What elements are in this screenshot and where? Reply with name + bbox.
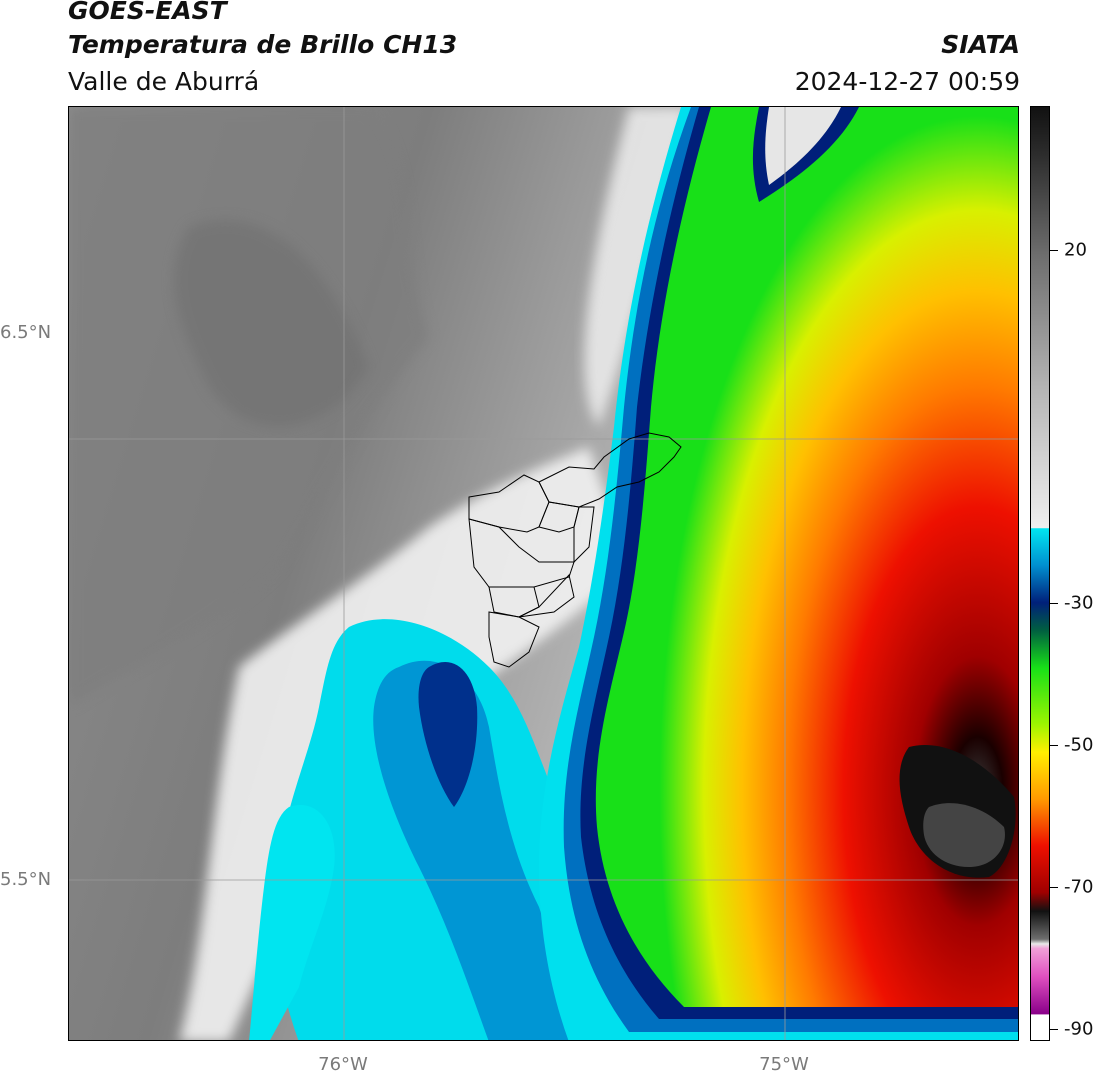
colorbar-label-minus70: -70 xyxy=(1064,876,1094,898)
colorbar-tick-minus90 xyxy=(1050,1029,1058,1030)
product-title: Temperatura de Brillo CH13 xyxy=(68,30,458,59)
timestamp-label: 2024-12-27 00:59 xyxy=(794,67,1020,96)
storm-gray-core xyxy=(923,803,1005,867)
cloud-cluster-cyan-south xyxy=(249,805,335,1040)
cloud-cluster-blue xyxy=(373,660,579,1040)
brightness-temperature-map xyxy=(68,106,1019,1041)
colorbar-tick-minus50 xyxy=(1050,745,1058,746)
gray-mottle-2 xyxy=(174,219,369,427)
longitude-label-76w: 76°W xyxy=(318,1054,368,1075)
colorbar-label-minus90: -90 xyxy=(1064,1018,1094,1040)
colorbar-tick-minus70 xyxy=(1050,887,1058,888)
region-subtitle: Valle de Aburrá xyxy=(68,67,260,96)
organization-label: SIATA xyxy=(941,30,1020,59)
longitude-label-75w: 75°W xyxy=(759,1054,809,1075)
latitude-label-5-5n: 5.5°N xyxy=(0,869,52,890)
latitude-label-6-5n: 6.5°N xyxy=(0,322,52,343)
satellite-title: GOES-EAST xyxy=(68,0,227,25)
cloud-cluster-navy xyxy=(418,661,478,807)
colorbar-label-minus50: -50 xyxy=(1064,734,1094,756)
colorbar-tick-20 xyxy=(1050,250,1058,251)
colorbar-gradient xyxy=(1031,107,1049,1040)
colorbar-tick-minus30 xyxy=(1050,603,1058,604)
temperature-colorbar xyxy=(1030,106,1050,1041)
municipal-boundaries xyxy=(468,432,682,668)
colorbar-label-minus30: -30 xyxy=(1064,592,1094,614)
colorbar-label-20: 20 xyxy=(1064,239,1087,261)
north-clear-notch-inner xyxy=(765,107,841,185)
